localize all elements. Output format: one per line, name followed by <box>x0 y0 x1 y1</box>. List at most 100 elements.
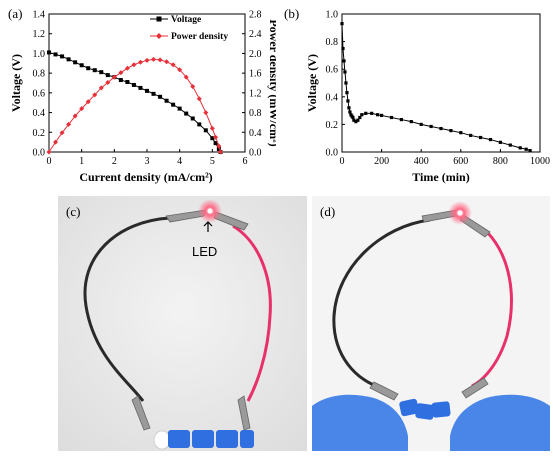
y-tick-label-right-a: 2.8 <box>249 10 262 21</box>
y-tick-label-left-a: 0.8 <box>33 69 46 80</box>
data-point-power-density <box>131 62 137 68</box>
chart-a-polarization: (a) 0 1 2 3 4 5 6 0.0 0.2 0.4 0.6 0.8 1.0 1.2 1.4 0.0… <box>8 6 276 184</box>
data-point-power-density <box>92 92 98 98</box>
data-point-power-density <box>190 83 196 89</box>
data-point-voltage-time <box>380 113 384 118</box>
data-point-power-density <box>72 113 78 119</box>
y-axis-label-b: Voltage (V) <box>305 54 319 112</box>
data-point-voltage-time <box>346 99 350 103</box>
data-point-power-density <box>124 65 130 71</box>
data-point-voltage-time <box>370 111 374 115</box>
x-ticks-a: 0 1 2 3 4 5 6 <box>47 149 248 167</box>
data-point-voltage <box>151 91 156 96</box>
data-point-voltage <box>105 73 110 78</box>
x-tick-label-b: 800 <box>493 156 508 167</box>
data-point-voltage-time <box>439 126 443 131</box>
data-point-power-density <box>66 121 72 127</box>
legend-a: Voltage Power density <box>150 15 228 42</box>
y-tick-label-left-a: 0.0 <box>33 148 46 159</box>
photo-label-c: (c) <box>66 204 80 219</box>
alligator-clip-bottom-left <box>369 381 399 401</box>
x-tick-label-a: 4 <box>177 156 182 167</box>
data-point-voltage <box>177 106 182 111</box>
x-axis-label-a: Current density (mA/cm²) <box>79 170 212 184</box>
data-point-voltage-time <box>342 59 346 63</box>
data-point-voltage-time <box>343 70 347 74</box>
data-point-voltage-time <box>364 111 368 115</box>
data-point-power-density <box>118 70 124 76</box>
y-tick-label-left-a: 1.2 <box>33 29 46 40</box>
x-tick-label-b: 600 <box>453 156 468 167</box>
data-point-voltage-time <box>376 113 380 117</box>
data-point-voltage <box>131 82 136 87</box>
battery-stack <box>168 430 254 448</box>
plot-frame-b <box>341 13 541 153</box>
led-arrow-icon <box>203 221 213 232</box>
data-point-voltage-time <box>360 113 364 117</box>
data-point-voltage <box>213 141 218 146</box>
glove-left <box>312 394 408 451</box>
series-layer-a <box>46 50 223 155</box>
data-point-voltage <box>210 136 215 141</box>
data-point-voltage-time <box>389 115 394 120</box>
data-point-voltage-time <box>348 110 352 114</box>
y-tick-label-right-a: 1.6 <box>249 69 262 80</box>
y-tick-label-left-a: 0.6 <box>33 88 46 99</box>
y-tick-label-left-a: 1.4 <box>33 10 46 21</box>
y-axis-label-left-a: Voltage (V) <box>9 54 23 112</box>
data-point-voltage-time <box>479 135 483 140</box>
x-tick-label-b: 400 <box>414 156 429 167</box>
y-tick-label-left-a: 1.0 <box>33 49 46 60</box>
series-line-voltage <box>48 51 221 153</box>
black-wire <box>332 218 431 390</box>
data-point-voltage <box>66 57 71 62</box>
black-wire <box>83 216 171 402</box>
y-tick-label-right-a: 2.4 <box>249 29 262 40</box>
data-point-voltage-time <box>340 22 344 26</box>
x-axis-label-b: Time (min) <box>412 170 469 184</box>
red-wire <box>471 230 513 388</box>
x-tick-label-a: 2 <box>112 156 117 167</box>
series-line-voltage-time <box>341 23 531 152</box>
data-point-power-density <box>164 59 170 65</box>
legend-label-power: Power density <box>171 32 228 42</box>
battery-cell-1 <box>168 430 190 448</box>
data-point-voltage <box>216 147 221 152</box>
legend-label-voltage: Voltage <box>171 15 201 25</box>
data-point-voltage <box>86 66 91 71</box>
x-tick-label-a: 5 <box>210 156 215 167</box>
data-point-power-density <box>79 106 85 112</box>
data-point-voltage <box>145 88 149 93</box>
photo-c-led-circuit: LED (c) <box>58 196 307 451</box>
data-point-power-density <box>157 57 163 63</box>
battery-cell-2 <box>192 430 214 448</box>
data-point-voltage <box>47 50 51 55</box>
chart-b-stability: (b) 0 200 400 600 800 1000 0.0 0.2 0.4 0.6 0.8 1.0… <box>284 6 550 184</box>
data-point-voltage <box>79 63 84 68</box>
y-tick-label-right-a: 2.0 <box>249 49 262 60</box>
data-point-voltage <box>164 98 169 103</box>
panel-label-b: (b) <box>284 6 299 21</box>
data-point-voltage-time <box>524 147 528 151</box>
panel-label-a: (a) <box>8 6 22 21</box>
data-point-power-density <box>203 110 209 116</box>
data-point-power-density <box>170 62 176 68</box>
y-tick-label-left-a: 0.2 <box>33 128 46 139</box>
x-tick-label-a: 3 <box>145 156 150 167</box>
y-tick-label-b: 0.8 <box>326 37 339 48</box>
data-point-power-density <box>105 80 111 86</box>
data-point-power-density <box>111 74 117 80</box>
data-point-power-density <box>98 85 104 91</box>
x-tick-label-b: 200 <box>374 156 389 167</box>
y-tick-label-b: 0.0 <box>326 148 339 159</box>
data-point-voltage-time <box>352 118 356 122</box>
data-point-voltage-time <box>459 131 463 135</box>
data-point-voltage-time <box>409 120 413 124</box>
legend-marker-voltage <box>156 16 162 22</box>
data-point-voltage-time <box>351 115 355 120</box>
data-point-power-density <box>196 96 202 102</box>
data-point-voltage <box>203 128 208 133</box>
led-icon <box>207 208 213 214</box>
y-tick-label-right-a: 1.2 <box>249 88 262 99</box>
battery-cell-4 <box>240 430 254 448</box>
